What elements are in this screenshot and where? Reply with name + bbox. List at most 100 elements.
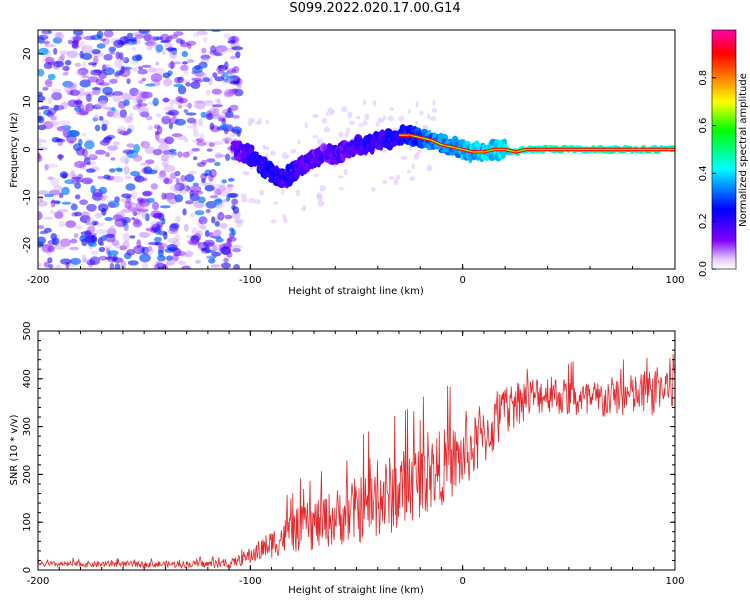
spectrogram-noise-blob xyxy=(84,104,91,109)
spectrogram-noise-blob xyxy=(146,45,153,51)
spectrogram-noise-blob xyxy=(214,229,221,237)
spectrogram-faint-blob xyxy=(270,150,276,156)
spectrogram-faint-blob xyxy=(406,169,412,174)
spectrogram-noise-blob xyxy=(185,40,197,46)
spectrogram-faint-blob xyxy=(398,116,405,122)
spectrogram-noise-blob xyxy=(212,141,224,145)
spectrogram-noise-blob xyxy=(132,219,143,228)
spectrogram-noise-blob xyxy=(124,158,129,165)
spectrogram-noise-blob xyxy=(124,116,133,124)
spectrogram-noise-blob xyxy=(47,245,55,253)
spectrogram-noise-blob xyxy=(126,143,135,148)
spectrogram-noise-blob xyxy=(71,176,82,180)
spectrogram-noise-blob xyxy=(71,40,79,49)
spectrogram-noise-blob xyxy=(186,117,197,124)
spectrogram-noise-blob xyxy=(194,259,202,264)
spectrogram-noise-blob xyxy=(114,59,123,68)
spectrogram-noise-blob xyxy=(204,230,210,237)
spectrogram-noise-blob xyxy=(199,181,208,187)
spectrogram-noise-blob xyxy=(185,82,191,87)
spectrogram-noise-blob xyxy=(170,60,175,70)
spectrogram-noise-blob xyxy=(225,75,237,79)
spectrogram-noise-blob xyxy=(219,223,228,229)
spectrogram-noise-blob xyxy=(201,178,206,184)
spectrogram-noise-blob xyxy=(221,137,234,143)
spectrogram-noise-blob xyxy=(38,111,42,117)
spectrogram-noise-blob xyxy=(79,199,88,205)
spectrogram-noise-blob xyxy=(112,214,124,222)
spectrogram-faint-blob xyxy=(381,149,387,153)
spectrogram-noise-blob xyxy=(50,200,61,204)
spectrogram-noise-blob xyxy=(122,71,131,76)
spectrogram-noise-blob xyxy=(145,83,156,87)
spectrogram-noise-blob xyxy=(138,30,150,34)
spectrogram-noise-blob xyxy=(38,225,45,229)
spectrogram-noise-blob xyxy=(42,139,47,143)
colorbar-tick-label: 0.8 xyxy=(698,70,709,86)
spectrogram-noise-blob xyxy=(73,30,84,36)
spectrogram-faint-blob xyxy=(338,187,344,191)
spectrogram-faint-blob xyxy=(377,117,382,124)
spectrogram-noise-blob xyxy=(62,124,67,132)
spectrogram-noise-blob xyxy=(187,102,192,109)
spectrogram-noise-blob xyxy=(38,190,49,195)
spectrogram-noise-blob xyxy=(89,256,101,266)
spectrogram-noise-blob xyxy=(60,53,65,61)
spectrogram-noise-blob xyxy=(155,261,163,265)
spectrogram-noise-blob xyxy=(185,200,194,205)
spectrogram-noise-blob xyxy=(67,129,79,138)
spectrogram-noise-blob xyxy=(129,112,134,121)
spectrogram-noise-blob xyxy=(54,264,62,269)
spectrogram-noise-blob xyxy=(104,216,113,222)
spectrogram-noise-blob xyxy=(109,51,116,55)
spectrogram-noise-blob xyxy=(38,106,45,111)
spectrogram-noise-blob xyxy=(129,170,141,177)
spectrogram-noise-blob xyxy=(137,66,143,70)
spectrogram-noise-blob xyxy=(165,111,175,116)
snr-y-tick-label: 300 xyxy=(22,417,33,436)
spectrogram-noise-blob xyxy=(231,68,237,73)
spectrogram-noise-blob xyxy=(133,98,139,106)
spectrogram-noise-blob xyxy=(113,39,125,48)
spectrogram-noise-blob xyxy=(178,97,189,104)
spectrogram-noise-blob xyxy=(58,138,66,143)
spectrogram-noise-blob xyxy=(181,265,191,269)
spectrogram-faint-blob xyxy=(422,124,429,130)
spectrogram-noise-blob xyxy=(205,89,211,96)
spectrogram-noise-blob xyxy=(206,110,213,118)
spectrogram-faint-blob xyxy=(312,135,318,139)
spectrogram-noise-blob xyxy=(95,101,104,108)
spectrogram-noise-blob xyxy=(214,204,223,209)
spectrogram-faint-blob xyxy=(371,187,376,192)
spectrogram-noise-blob xyxy=(205,250,216,253)
spectrogram-noise-blob xyxy=(103,30,114,38)
spectrogram-noise-blob xyxy=(169,49,178,59)
spectrogram-faint-blob xyxy=(325,112,329,116)
spectrogram-noise-blob xyxy=(201,47,207,54)
spectrogram-noise-blob xyxy=(127,207,139,212)
spectrogram-noise-blob xyxy=(51,88,62,94)
spectrogram-noise-blob xyxy=(178,104,183,109)
spectrogram-noise-blob xyxy=(131,208,143,216)
spectrogram-faint-blob xyxy=(304,121,308,129)
spectrogram-noise-blob xyxy=(88,154,98,161)
spectrogram-noise-blob xyxy=(121,92,132,102)
spectrogram-noise-blob xyxy=(206,158,216,163)
spectrogram-noise-blob xyxy=(211,113,222,120)
spectrogram-noise-blob xyxy=(155,44,164,53)
spectrogram-noise-blob xyxy=(70,203,78,211)
snr-y-tick-label: 200 xyxy=(22,465,33,484)
spectrogram-noise-blob xyxy=(74,194,81,200)
spectrogram-noise-blob xyxy=(218,185,227,192)
spectrogram-noise-blob xyxy=(83,35,96,41)
snr-panel: -200 -100 0 100 0 100 200 300 400 500 Height of s… xyxy=(9,321,685,596)
spectrogram-noise-blob xyxy=(184,224,189,232)
spectrogram-noise-blob xyxy=(84,140,95,150)
spectrogram-noise-blob xyxy=(82,254,87,263)
spectrogram-x-tick-label: -200 xyxy=(27,275,50,286)
spectrogram-y-tick-label: 20 xyxy=(22,48,33,61)
spectrogram-noise-blob xyxy=(61,125,72,130)
spectrogram-noise-blob xyxy=(155,132,160,141)
spectrogram-noise-blob xyxy=(173,96,184,105)
spectrogram-noise-blob xyxy=(142,191,152,197)
